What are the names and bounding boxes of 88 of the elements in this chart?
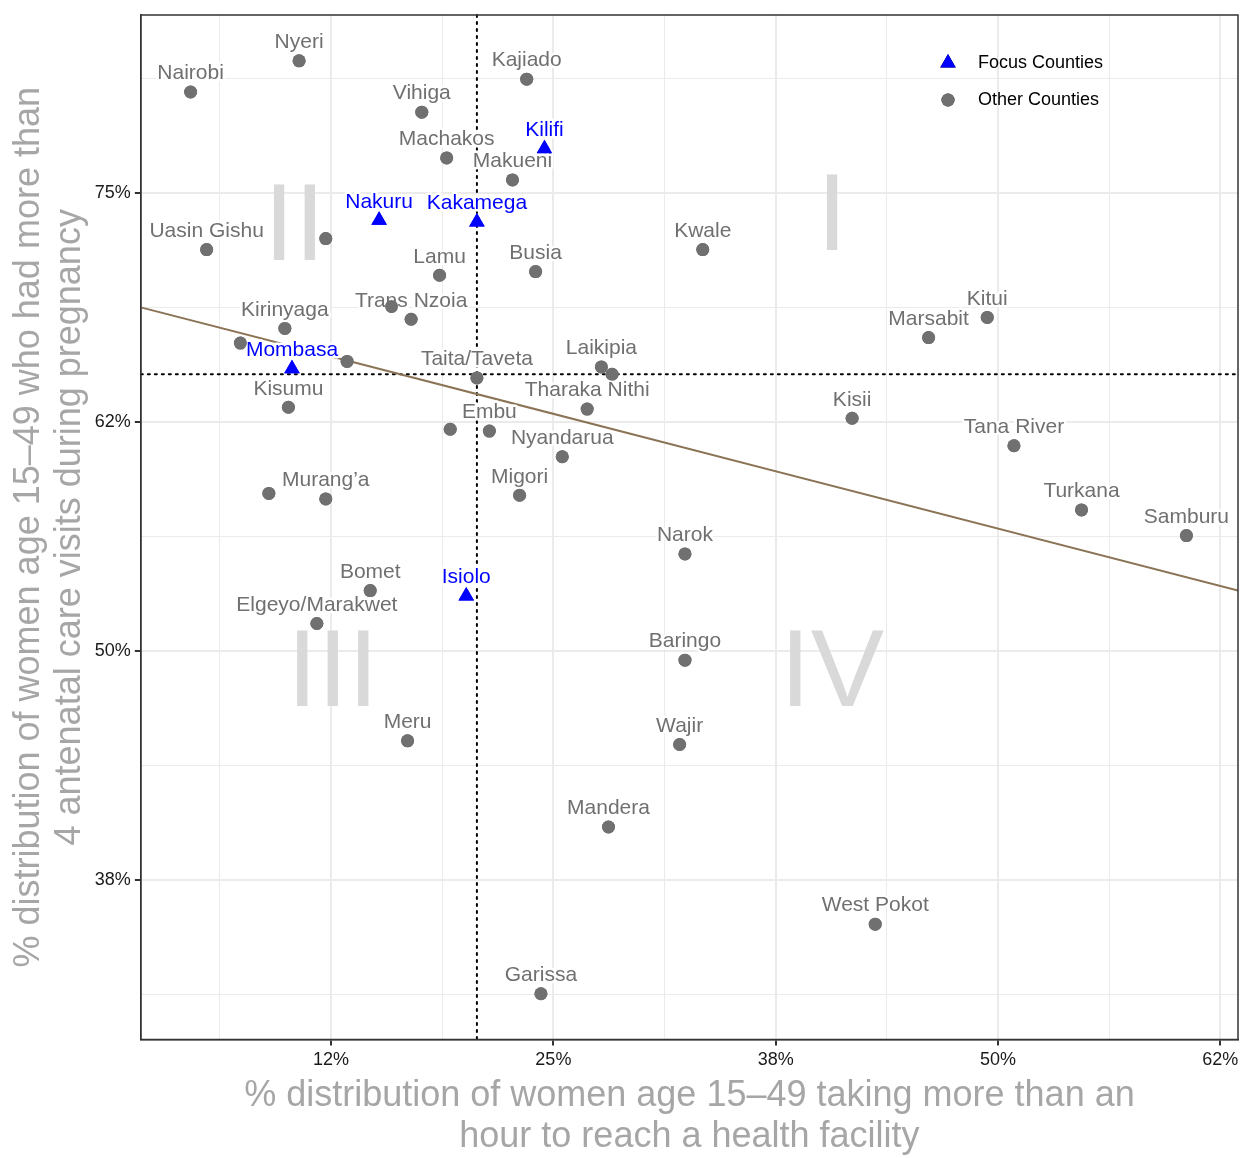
data-label: Busia	[509, 239, 563, 263]
data-label: Isiolo	[441, 564, 491, 588]
y-tick-label: 75%	[94, 181, 131, 202]
data-label: Uasin Gishu	[149, 217, 264, 241]
data-label: Samburu	[1143, 503, 1230, 527]
point	[513, 488, 527, 502]
data-label: Narok	[656, 522, 714, 546]
x-tick-label: 25%	[535, 1049, 572, 1070]
data-label: Makueni	[472, 148, 553, 172]
data-label: Nyeri	[274, 29, 324, 53]
data-label: Garissa	[504, 962, 578, 986]
data-label: Turkana	[1043, 478, 1120, 502]
point	[262, 486, 276, 500]
point	[922, 331, 936, 345]
data-label: Vihiga	[392, 80, 452, 104]
data-label: Kisii	[832, 386, 872, 410]
point	[433, 268, 447, 282]
data-label: Kajiado	[491, 47, 562, 71]
point	[980, 310, 994, 324]
point	[482, 424, 496, 438]
point	[310, 617, 324, 631]
point	[678, 547, 692, 561]
point	[602, 820, 615, 834]
point	[281, 400, 295, 414]
y-axis-title: % distribution of women age 15–49 who had more than 4 antenatal care visits during pregnancy	[5, 87, 89, 968]
data-label: Nakuru	[345, 188, 413, 212]
point	[340, 354, 354, 368]
point	[440, 151, 454, 165]
point	[319, 492, 333, 506]
point	[868, 917, 882, 931]
point	[278, 321, 292, 335]
data-label: Migori	[491, 463, 549, 487]
data-label: Laikipia	[565, 335, 638, 359]
x-tick-label: 38%	[757, 1049, 794, 1070]
data-label: Baringo	[648, 628, 722, 652]
data-label: Tharaka Nithi	[524, 377, 650, 401]
data-label: Kisumu	[253, 375, 324, 399]
data-label: Mandera	[567, 795, 651, 819]
data-label: Wajir	[656, 712, 704, 736]
point	[443, 422, 457, 436]
data-label: Kirinyaga	[241, 296, 329, 320]
point	[845, 411, 859, 425]
x-axis-title: % distribution of women age 15–49 taking more than an hour to reach a health facility	[244, 1072, 1135, 1156]
data-label: Murang’a	[281, 467, 370, 491]
data-label: West Pokot	[821, 892, 929, 916]
data-label: Taita/Taveta	[420, 346, 534, 370]
point	[319, 232, 333, 246]
point	[580, 402, 594, 416]
point	[678, 653, 692, 667]
point	[184, 85, 198, 99]
data-label: Tana River	[963, 414, 1065, 438]
point	[534, 987, 548, 1001]
point	[470, 371, 484, 385]
data-label: Embu	[461, 399, 517, 423]
point	[555, 450, 569, 464]
point	[696, 243, 710, 257]
point	[1179, 529, 1193, 543]
point	[1007, 439, 1021, 453]
legend-label: Focus Counties	[978, 51, 1104, 72]
x-tick-label: 50%	[979, 1049, 1016, 1070]
point	[292, 54, 306, 68]
point	[233, 336, 247, 350]
data-label: Lamu	[413, 243, 466, 267]
data-label: Machakos	[398, 126, 495, 150]
point	[1075, 503, 1089, 517]
data-label: Meru	[383, 709, 432, 733]
legend-label: Other Counties	[978, 88, 1100, 109]
point	[673, 738, 687, 751]
point	[520, 72, 534, 86]
data-label: Kilifi	[525, 117, 564, 141]
x-tick-label: 62%	[1202, 1049, 1239, 1070]
data-label: Nairobi	[157, 60, 224, 84]
data-label: Kakamega	[426, 190, 528, 214]
point	[415, 105, 429, 119]
point	[401, 734, 415, 748]
point	[594, 360, 608, 374]
data-label: Bomet	[339, 558, 401, 582]
point	[605, 367, 619, 381]
y-tick-label: 38%	[94, 869, 131, 890]
y-tick-label: 62%	[94, 410, 131, 431]
data-label: Kwale	[674, 217, 732, 241]
point	[505, 173, 519, 187]
point	[200, 243, 214, 257]
point	[404, 312, 418, 326]
point	[529, 265, 543, 279]
data-label: Nyandarua	[510, 425, 614, 449]
y-tick-label: 50%	[94, 639, 131, 660]
x-tick-label: 12%	[313, 1049, 350, 1070]
